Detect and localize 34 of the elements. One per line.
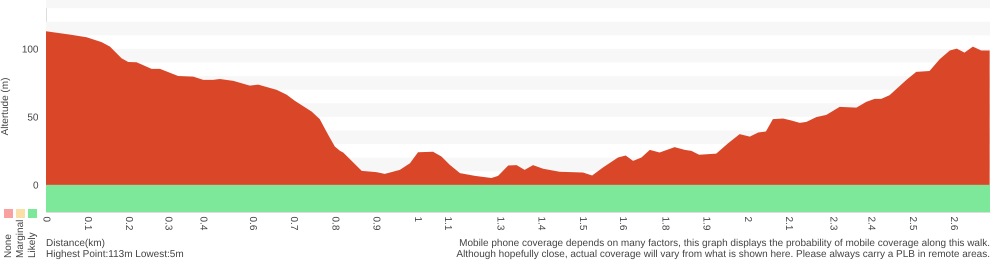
y-tick-label: 50 [27,112,39,124]
x-tick-label: 2.4 [866,216,877,231]
x-tick-label: 0.6 [246,216,258,231]
x-tick-label: 0.2 [123,216,134,231]
x-tick-label: 0.7 [288,216,300,231]
text: Likely [27,232,38,258]
x-axis-title: Distance(km) [46,238,105,249]
y-tick-label: 0 [32,180,39,192]
x-tick-label: 2.6 [948,216,960,231]
text: None [3,234,14,258]
x-tick-label: 1.9 [700,216,712,231]
text: Mobile phone coverage depends on many factors, this graph displays the probability of mobile coverage along this walk. [459,238,990,249]
text: Marginal [15,220,26,258]
x-tick-label: 0.8 [329,216,340,231]
x-tick-label: 1.8 [659,216,670,231]
y-tick-label: 100 [22,44,39,56]
x-tick-label: 0 [40,216,52,222]
text: Highest Point:113m Lowest:5m [46,249,184,260]
x-tick-label: 1.4 [536,216,547,231]
x-tick-label: 1.1 [442,216,454,231]
x-tick-label: 1 [412,216,423,222]
x-tick-label: 1.5 [576,216,588,231]
x-tick-label: 0.4 [197,216,208,231]
x-tick-label: 1.6 [617,216,628,231]
x-tick-label: 2.5 [906,216,918,231]
x-tick-label: 2.1 [783,216,794,231]
x-tick-label: 1.3 [494,216,506,231]
x-tick-label: 0.3 [162,216,174,231]
text: Although hopefully close, actual coverage will vary from what is shown here. Please always carry a PLB in remote areas. [456,249,990,260]
x-tick-label: 2.3 [828,216,839,231]
y-axis-title: Altertude (m) [0,78,11,136]
x-tick-label: 0.1 [82,216,93,231]
x-tick-label: 2 [742,216,753,222]
x-tick-label: 0.9 [370,216,382,231]
